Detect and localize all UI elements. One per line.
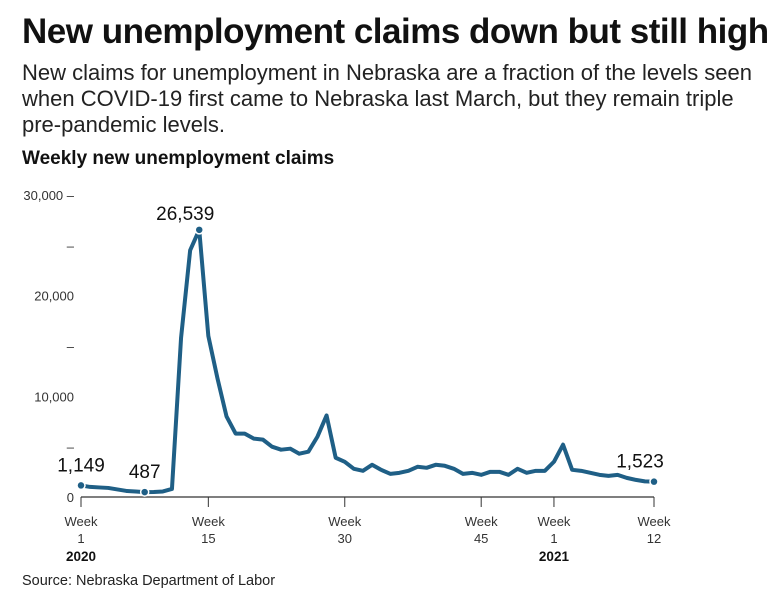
data-label: 487 xyxy=(129,462,161,483)
x-tick-label: 1 xyxy=(550,531,557,546)
y-tick-label: – xyxy=(67,238,75,253)
y-tick-label: 30,000 – xyxy=(23,188,74,203)
year-label: 2020 xyxy=(66,549,96,564)
data-point-marker xyxy=(649,476,659,487)
chart-title: New unemployment claims down but still h… xyxy=(22,12,769,51)
x-tick-label: 1 xyxy=(77,531,84,546)
x-tick-label: Week xyxy=(192,514,225,529)
y-tick-label: 0 xyxy=(67,490,74,505)
data-label: 1,523 xyxy=(616,452,664,473)
x-tick-label: 45 xyxy=(474,531,488,546)
chart-subtitle: New claims for unemployment in Nebraska … xyxy=(22,60,753,137)
chart-label: Weekly new unemployment claims xyxy=(22,148,335,169)
y-tick-label: 20,000 xyxy=(34,289,74,304)
source-note: Source: Nebraska Department of Labor xyxy=(22,573,276,589)
data-label: 26,539 xyxy=(156,204,214,225)
x-tick-label: Week xyxy=(328,514,361,529)
data-label: 1,149 xyxy=(57,455,105,476)
data-point-marker xyxy=(139,487,150,497)
y-tick-label: – xyxy=(67,440,75,455)
series-line xyxy=(79,227,656,495)
data-point-marker xyxy=(76,480,86,491)
x-tick-label: Week xyxy=(537,514,570,529)
x-tick-label: 12 xyxy=(647,531,661,546)
x-tick-label: Week xyxy=(465,514,498,529)
x-tick-label: 30 xyxy=(338,531,352,546)
x-tick-label: 15 xyxy=(201,531,215,546)
x-tick-label: Week xyxy=(65,514,98,529)
y-tick-label: 10,000 xyxy=(34,389,74,404)
y-tick-label: – xyxy=(67,339,75,354)
data-point-marker xyxy=(194,225,204,235)
x-tick-label: Week xyxy=(638,514,671,529)
year-label: 2021 xyxy=(539,549,570,564)
